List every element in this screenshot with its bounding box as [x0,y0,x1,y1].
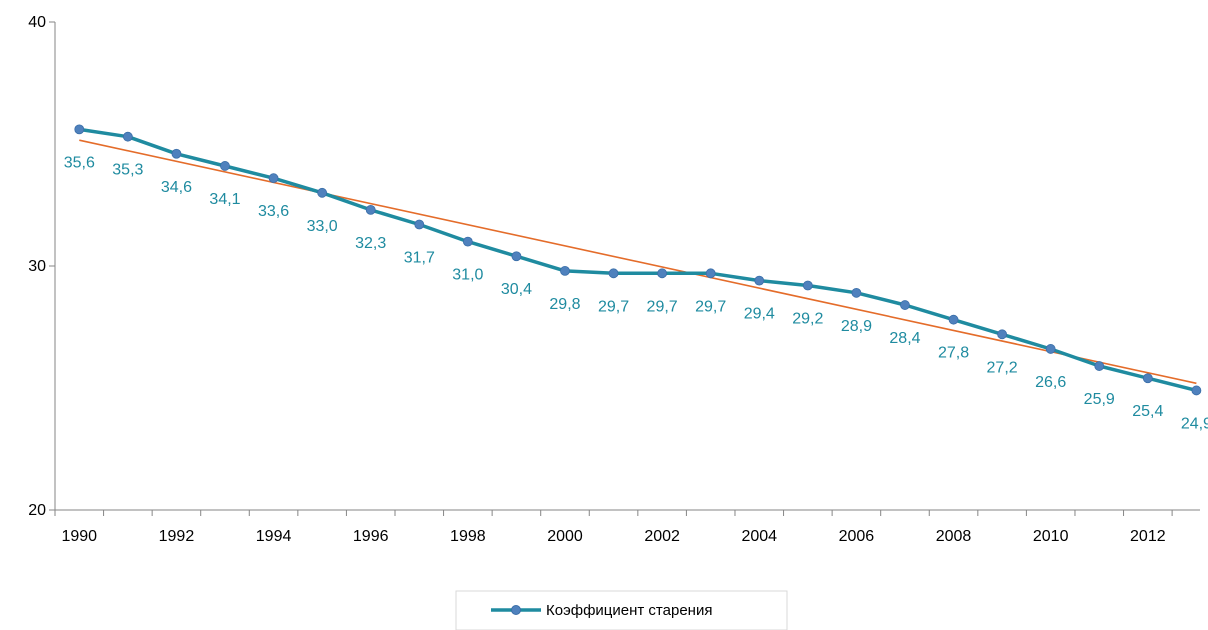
series-data-labels: 35,6 35,3 34,6 34,1 33,6 33,0 32,3 31,7 31,0 30,4… [64,154,1208,432]
data-point [365,204,376,215]
x-tick-label: 1994 [256,528,292,545]
legend-label: Коэффициент старения [546,602,712,619]
x-tick-label: 2008 [936,528,972,545]
data-point [268,173,279,184]
data-point [220,161,230,171]
data-label: 31,0 [452,267,483,284]
data-point [414,219,425,230]
data-label: 35,6 [64,154,95,171]
x-tick-label: 1998 [450,528,486,545]
data-point [900,300,910,310]
data-point [317,187,328,198]
series-line [79,127,1197,393]
data-label: 29,7 [598,298,629,315]
data-label: 27,2 [987,359,1018,376]
data-label: 29,7 [695,298,726,315]
x-tick-label: 1990 [61,528,97,545]
x-tick-label: 1996 [353,528,389,545]
data-point [1094,361,1105,371]
data-label: 34,1 [209,191,240,208]
data-point [608,268,619,279]
data-point [754,275,765,286]
legend-series-marker [511,605,521,615]
data-point [560,265,570,276]
data-label: 35,3 [112,162,143,179]
data-label: 29,8 [549,296,580,313]
x-tick-label: 2010 [1033,528,1069,545]
data-point [1191,385,1202,396]
series-points [74,124,1202,396]
data-point [171,148,182,159]
x-tick-label: 2002 [644,528,680,545]
data-point [657,268,668,279]
data-label: 29,7 [647,298,678,315]
data-label: 34,6 [161,179,192,196]
data-point [462,236,473,247]
trendline [79,139,1197,385]
data-label: 32,3 [355,235,386,252]
y-tick-label: 20 [28,502,46,519]
data-label: 24,9 [1181,415,1208,432]
data-point [74,124,85,135]
data-point [997,329,1008,340]
data-label: 33,6 [258,203,289,220]
data-point [802,280,813,291]
data-label: 29,2 [792,311,823,328]
data-point [1045,344,1056,354]
data-label: 29,4 [744,306,775,323]
data-point [705,268,716,279]
x-tick-label: 2012 [1130,528,1166,545]
x-tick-label: 2004 [741,528,777,545]
data-label: 26,6 [1035,374,1066,391]
data-label: 27,8 [938,345,969,362]
data-point [1142,373,1153,384]
x-tick-label: 2006 [839,528,875,545]
y-tick-label: 30 [28,258,46,275]
data-point [511,251,522,262]
y-tick-label: 40 [28,14,46,31]
data-point [948,314,959,325]
legend: Коэффициент старения [455,590,788,630]
x-tick-label: 1992 [159,528,195,545]
data-label: 30,4 [501,281,532,298]
data-label: 33,0 [307,218,338,235]
x-axis-ticks: 1990 1992 1994 1996 1998 2000 2002 2004 2006 2008… [54,510,1173,545]
data-label: 25,9 [1084,391,1115,408]
x-tick-label: 2000 [547,528,583,545]
y-axis-ticks: 20 30 40 [28,14,55,519]
data-label: 28,9 [841,318,872,335]
data-label: 28,4 [889,330,920,347]
data-label: 25,4 [1132,403,1163,420]
data-point [122,131,133,142]
data-label: 31,7 [404,250,435,267]
data-point [851,287,862,298]
